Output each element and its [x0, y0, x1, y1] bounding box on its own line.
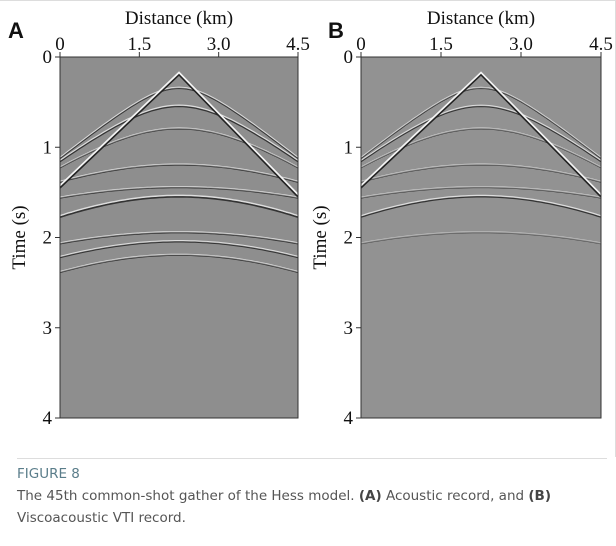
- y-tick-label: 0: [43, 47, 53, 68]
- event-dark: [361, 196, 601, 218]
- y-tick-label: 2: [344, 228, 354, 249]
- caption-text: The 45th common-shot gather of the Hess …: [17, 485, 607, 529]
- caption-part: Acoustic record, and: [381, 488, 529, 504]
- x-tick-label: 0: [356, 34, 366, 55]
- y-tick-label: 2: [43, 228, 53, 249]
- y-tick-label: 4: [43, 408, 53, 429]
- caption-part: (B): [528, 488, 552, 504]
- event-dark: [60, 164, 298, 183]
- y-tick-label: 1: [43, 137, 53, 158]
- event-dark: [60, 232, 298, 245]
- event-light: [60, 86, 298, 158]
- event-dark: [60, 88, 298, 160]
- y-axis-title: Time (s): [310, 205, 331, 269]
- event-dark: [60, 187, 298, 199]
- y-axis-title: Time (s): [9, 205, 30, 269]
- event-light: [361, 231, 601, 243]
- figure-label: FIGURE 8: [17, 466, 80, 482]
- caption-part: Viscoacoustic VTI record.: [17, 510, 186, 526]
- event-light: [361, 186, 601, 198]
- event-light: [60, 186, 298, 198]
- image-area: [60, 57, 298, 418]
- event-dark: [60, 241, 298, 259]
- x-tick-label: 1.5: [429, 34, 453, 55]
- direct-wave: [60, 73, 298, 198]
- x-tick-label: 4.5: [589, 34, 613, 55]
- seismic-events: [60, 71, 298, 274]
- x-tick-label: 4.5: [286, 34, 310, 55]
- x-axis-title: Distance (km): [427, 8, 535, 29]
- caption-part: The 45th common-shot gather of the Hess …: [17, 488, 359, 504]
- event-light: [361, 163, 601, 182]
- frame: [0, 0, 616, 457]
- event-light: [60, 231, 298, 243]
- y-tick-label: 1: [344, 137, 354, 158]
- direct-wave-light: [361, 71, 601, 196]
- figure: A Distance (km) 0 1.5 3.0 4.5 0 1 2 3 4 Time (s) B Di…: [8, 8, 613, 429]
- event-dark: [361, 106, 601, 163]
- y-tick-label: 0: [344, 47, 354, 68]
- panel-label: A: [8, 18, 24, 43]
- event-light: [361, 86, 601, 158]
- event-dark: [60, 105, 298, 163]
- y-tick-label: 3: [43, 318, 53, 339]
- event-dark: [60, 255, 298, 274]
- event-light: [60, 253, 298, 272]
- panel-label: B: [328, 18, 344, 43]
- y-tick-label: 3: [344, 318, 354, 339]
- x-tick-label: 3.0: [509, 34, 533, 55]
- event-dark: [361, 232, 601, 245]
- event-light: [60, 163, 298, 182]
- direct-wave-light: [60, 71, 298, 196]
- event-light: [60, 104, 298, 161]
- event-dark: [60, 196, 298, 218]
- image-area: [361, 57, 601, 418]
- x-tick-label: 3.0: [207, 34, 231, 55]
- event-light: [60, 240, 298, 257]
- event-dark: [361, 165, 601, 183]
- event-light: [60, 194, 298, 217]
- direct-wave: [361, 73, 601, 198]
- x-axis-title: Distance (km): [125, 8, 233, 29]
- x-tick-label: 0: [55, 34, 65, 55]
- y-tick-label: 4: [344, 408, 354, 429]
- event-dark: [361, 88, 601, 159]
- seismic-events: [361, 71, 601, 245]
- x-tick-label: 1.5: [127, 34, 151, 55]
- caption: FIGURE 8 The 45th common-shot gather of …: [17, 458, 607, 546]
- caption-part: (A): [358, 488, 382, 504]
- event-light: [361, 104, 601, 161]
- event-dark: [361, 187, 601, 199]
- event-light: [361, 194, 601, 217]
